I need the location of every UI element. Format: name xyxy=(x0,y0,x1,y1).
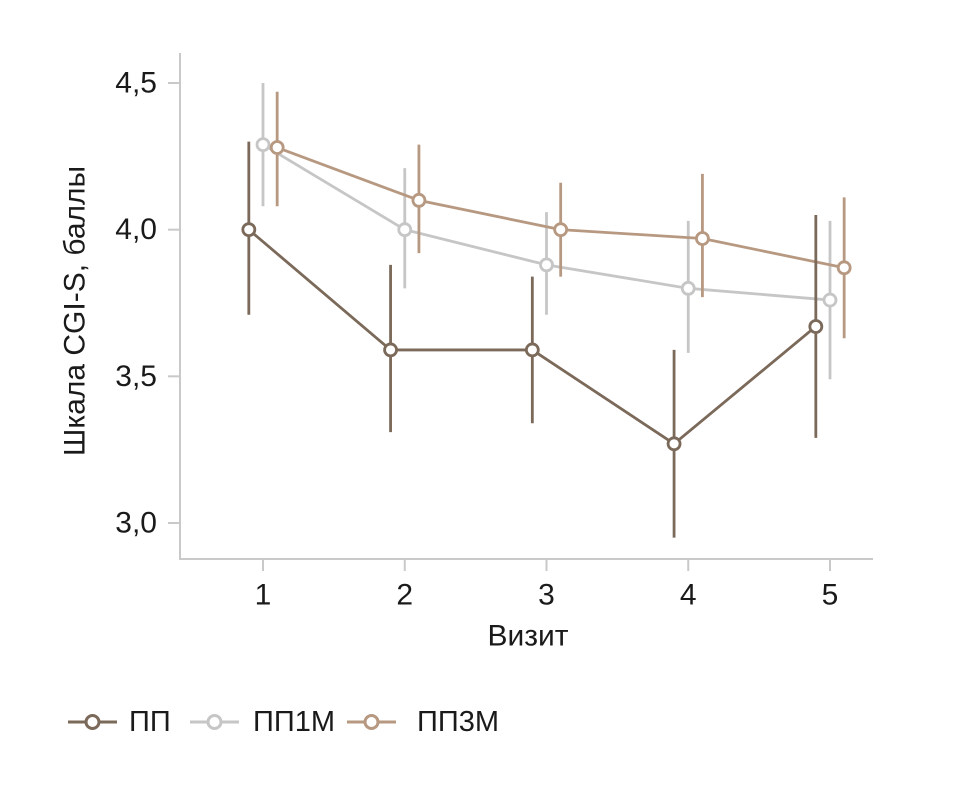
x-tick-label: 4 xyxy=(680,579,697,612)
legend-item-pp: ПП xyxy=(68,706,171,738)
y-tick-label: 3,0 xyxy=(115,506,157,539)
series-pp3m xyxy=(269,91,852,339)
data-point-pp-visit-3 xyxy=(524,342,540,358)
x-axis-title: Визит xyxy=(487,620,568,653)
data-point-pp1m-visit-5 xyxy=(822,292,838,308)
data-point-pp-visit-5 xyxy=(808,319,824,334)
data-point-pp-visit-4 xyxy=(666,436,682,452)
data-point-pp1m-visit-2 xyxy=(397,222,413,238)
data-point-pp3m-visit-3 xyxy=(553,222,569,238)
legend: ПП ПП1М ПП3М xyxy=(68,706,499,738)
data-point-pp-visit-2 xyxy=(383,342,398,358)
x-tick-label: 3 xyxy=(538,579,555,612)
x-tick-label: 5 xyxy=(822,579,839,612)
legend-marker-circle-pp3m xyxy=(363,714,380,730)
data-point-pp1m-visit-4 xyxy=(680,280,696,296)
legend-item-label-pp: ПП xyxy=(129,706,171,738)
legend-item-pp3m: ПП3М xyxy=(347,706,499,738)
data-point-pp3m-visit-1 xyxy=(269,140,285,155)
legend-marker-circle-pp xyxy=(84,714,101,730)
axes: 4,5 4,0 3,5 3,0 1 2 3 4 5 xyxy=(115,53,873,612)
legend-item-label-pp1m: ПП1М xyxy=(253,706,335,738)
y-tick-label: 4,0 xyxy=(115,213,157,246)
y-tick-label: 4,5 xyxy=(115,67,157,100)
data-point-pp3m-visit-4 xyxy=(695,231,710,246)
data-point-pp1m-visit-1 xyxy=(255,137,271,152)
legend-item-pp1m: ПП1М xyxy=(190,706,335,738)
y-axis-title: Шкала CGI-S, баллы xyxy=(59,166,92,456)
data-point-pp3m-visit-2 xyxy=(411,192,427,208)
data-point-pp-visit-1 xyxy=(241,222,257,238)
legend-item-label-pp3m: ПП3М xyxy=(417,706,499,738)
data-point-pp1m-visit-3 xyxy=(539,257,554,273)
x-tick-label: 2 xyxy=(396,579,413,612)
y-tick-label: 3,5 xyxy=(115,360,157,393)
data-point-pp3m-visit-5 xyxy=(836,260,852,276)
series-pp xyxy=(241,141,824,538)
x-tick-label: 1 xyxy=(255,579,272,612)
series-pp1m xyxy=(255,83,838,380)
legend-marker-circle-pp1m xyxy=(206,714,223,730)
